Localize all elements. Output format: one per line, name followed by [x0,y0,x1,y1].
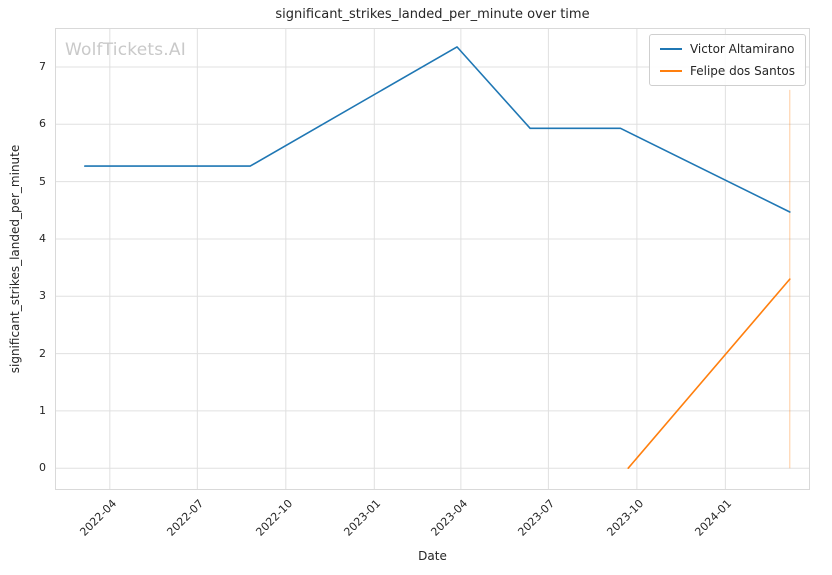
x-axis-label: Date [418,549,447,563]
y-axis-label: significant_strikes_landed_per_minute [8,144,22,374]
legend-label: Felipe dos Santos [689,64,795,78]
watermark: WolfTickets.AI [65,40,186,60]
x-tick-label: 2022-04 [77,497,120,539]
legend-entry: Victor Altamirano [659,42,795,56]
x-tick-label: 2023-01 [341,497,384,539]
legend: Victor Altamirano Felipe dos Santos [648,34,806,86]
y-tick-label: 2 [39,346,46,360]
y-tick-label: 1 [39,403,46,417]
x-tick-label: 2024-01 [692,497,735,539]
y-tick-label: 0 [39,461,46,475]
chart-title: significant_strikes_landed_per_minute ov… [275,7,590,22]
y-tick-label: 3 [39,289,46,303]
legend-line-swatch [659,48,682,50]
x-tick-label: 2022-10 [253,497,296,539]
plot-area: WolfTickets.AI Victor Altamirano Felipe d… [55,28,810,490]
series-line [627,278,791,470]
series-line [83,46,791,213]
x-tick-label: 2023-10 [604,497,647,539]
legend-entry: Felipe dos Santos [659,64,795,78]
y-tick-label: 5 [39,174,46,188]
y-tick-label: 7 [39,59,46,73]
x-tick-label: 2023-04 [428,497,471,539]
x-tick-label: 2023-07 [515,497,558,539]
legend-label: Victor Altamirano [689,42,795,56]
plot-canvas [55,28,810,490]
legend-line-swatch [659,70,682,72]
y-tick-label: 4 [39,231,46,245]
y-tick-label: 6 [39,117,46,131]
x-tick-label: 2022-07 [164,497,207,539]
plot-border [55,28,810,490]
